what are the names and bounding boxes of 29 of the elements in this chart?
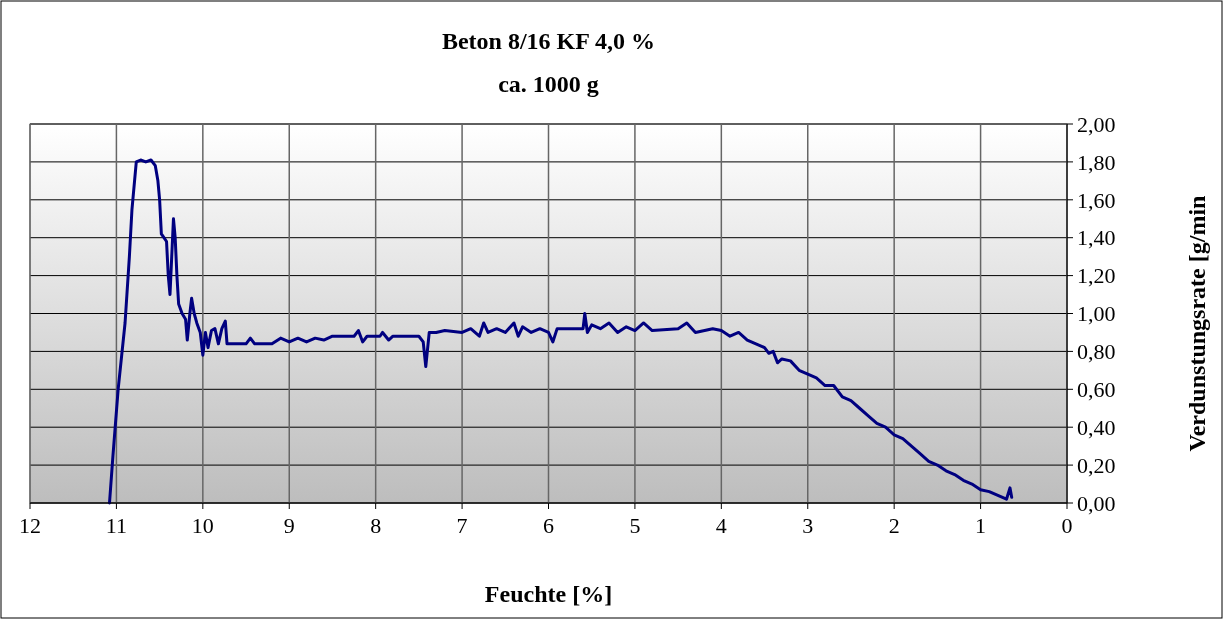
- y-tick-label: 2,00: [1077, 111, 1116, 137]
- x-tick-label: 0: [1061, 513, 1073, 538]
- y-tick-label: 1,80: [1077, 149, 1116, 175]
- y-tick-label: 1,40: [1077, 225, 1116, 251]
- x-tick-label: 9: [283, 513, 295, 538]
- y-tick-label: 1,20: [1077, 263, 1116, 289]
- x-tick-label: 1: [975, 513, 987, 538]
- x-tick-label: 12: [19, 513, 41, 538]
- y-tick-label: 0,40: [1077, 414, 1116, 440]
- y-tick-label: 1,60: [1077, 187, 1116, 213]
- x-tick-label: 6: [543, 513, 554, 538]
- x-tick-label: 7: [456, 513, 468, 538]
- x-axis-title: Feuchte [%]: [484, 581, 613, 607]
- y-tick-label: 1,00: [1077, 301, 1116, 327]
- x-tick-label: 10: [191, 513, 214, 538]
- y-tick-label: 0,80: [1077, 339, 1116, 365]
- x-tick-label: 2: [888, 513, 900, 538]
- line-series: [108, 158, 1014, 505]
- x-tick-label: 5: [629, 513, 641, 538]
- y-tick-label: 0,00: [1077, 490, 1116, 516]
- chart-subtitle: ca. 1000 g: [498, 71, 599, 97]
- x-tick-label: 11: [105, 513, 128, 538]
- chart-title: Beton 8/16 KF 4,0 %: [441, 28, 656, 54]
- y-tick-label: 0,60: [1077, 377, 1116, 402]
- y-tick-label: 0,20: [1077, 452, 1116, 478]
- x-tick-label: 4: [715, 513, 727, 538]
- x-tick-label: 8: [370, 513, 382, 538]
- y-axis-title: Verdunstungsrate [g/min: [1184, 195, 1210, 452]
- x-tick-label: 3: [802, 513, 814, 538]
